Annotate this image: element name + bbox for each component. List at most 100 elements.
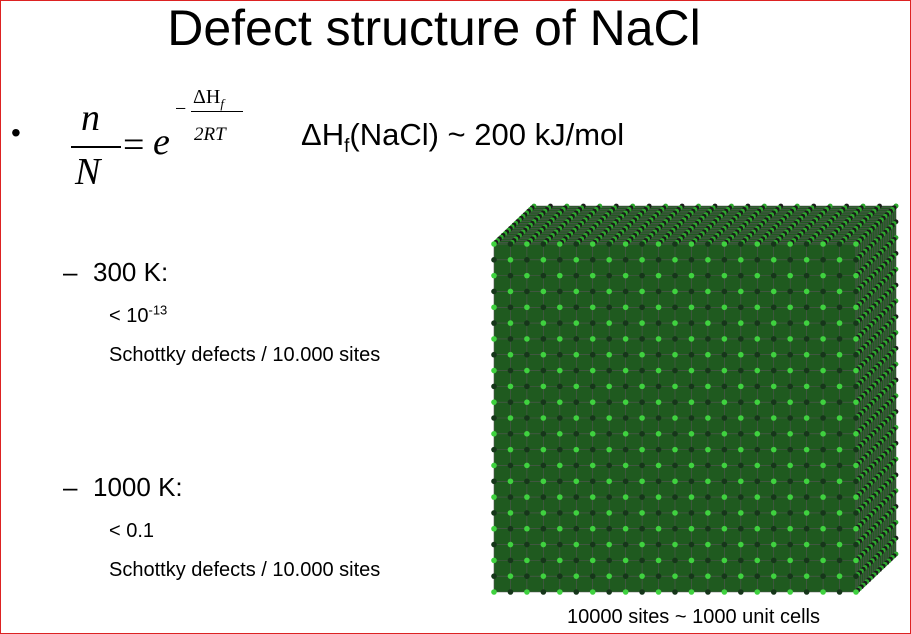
atom <box>622 431 629 437</box>
atom <box>820 272 826 279</box>
exponent-subscript: f <box>220 96 224 111</box>
atom <box>754 399 761 405</box>
atom <box>507 525 514 532</box>
atom <box>820 241 826 247</box>
atom <box>853 446 859 453</box>
atom <box>820 494 826 500</box>
atom <box>491 431 497 437</box>
atom <box>688 241 695 247</box>
atom <box>853 399 859 405</box>
atom <box>803 288 810 295</box>
atom <box>803 589 810 595</box>
atom <box>688 541 695 548</box>
atom <box>787 367 793 374</box>
item-line-text: Schottky defects / 10.000 sites <box>109 344 381 366</box>
atom <box>705 431 711 437</box>
figure-caption: 10000 sites ~ 1000 unit cells <box>567 606 820 628</box>
atom <box>721 304 728 311</box>
atom <box>820 320 826 326</box>
atom <box>705 320 711 326</box>
atom <box>787 525 793 532</box>
atom <box>491 525 497 532</box>
atom <box>557 494 563 500</box>
atom <box>721 383 728 390</box>
atom <box>655 462 662 469</box>
atom <box>853 589 859 595</box>
atom <box>573 510 580 516</box>
atom <box>524 320 530 326</box>
atom <box>589 383 596 390</box>
atom <box>491 557 497 564</box>
atom <box>721 446 728 453</box>
atom <box>738 541 744 548</box>
atom <box>853 241 859 247</box>
atom <box>573 383 580 390</box>
atom <box>853 415 859 421</box>
atom <box>688 525 695 532</box>
exponent-numerator: ΔHf <box>193 87 224 110</box>
atom <box>754 415 761 421</box>
atom <box>655 510 662 516</box>
atom <box>853 494 859 500</box>
atom <box>557 351 563 358</box>
atom <box>589 304 596 311</box>
atom <box>836 336 843 342</box>
atom <box>639 288 645 295</box>
atom <box>557 415 563 421</box>
atom <box>557 557 563 564</box>
formula-equals: = <box>123 124 145 166</box>
atom <box>738 589 744 595</box>
atom <box>639 399 645 405</box>
atom <box>705 241 711 247</box>
atom <box>721 272 728 279</box>
atom <box>655 383 662 390</box>
atom <box>491 241 497 247</box>
atom <box>589 589 596 595</box>
atom <box>606 431 612 437</box>
atom <box>705 573 711 579</box>
atom <box>622 589 629 595</box>
atom <box>705 589 711 595</box>
atom <box>787 589 793 595</box>
atom <box>540 304 547 311</box>
atom <box>803 541 810 548</box>
atom <box>787 288 793 295</box>
atom <box>754 431 761 437</box>
atom <box>606 367 612 374</box>
atom <box>573 478 580 485</box>
atom <box>606 573 612 579</box>
item-line: < 10-13 <box>109 303 167 326</box>
atom <box>705 257 711 263</box>
atom <box>688 304 695 311</box>
atom <box>573 589 580 595</box>
atom <box>524 557 530 564</box>
atom <box>573 320 580 326</box>
atom <box>491 257 497 263</box>
atom <box>589 494 596 500</box>
atom <box>721 336 728 342</box>
atom <box>721 494 728 500</box>
atom <box>573 304 580 311</box>
atom <box>688 431 695 437</box>
atom <box>787 541 793 548</box>
atom <box>721 510 728 516</box>
atom <box>639 431 645 437</box>
atom <box>688 351 695 358</box>
atom <box>787 272 793 279</box>
exponent-sign: − <box>175 98 187 120</box>
atom <box>836 272 843 279</box>
atom <box>589 351 596 358</box>
atom <box>540 415 547 421</box>
atom <box>770 257 777 263</box>
atom <box>672 241 678 247</box>
atom <box>557 446 563 453</box>
atom <box>770 272 777 279</box>
atom <box>754 462 761 469</box>
atom <box>705 415 711 421</box>
atom <box>705 304 711 311</box>
atom <box>754 367 761 374</box>
atom <box>606 399 612 405</box>
atom <box>688 446 695 453</box>
atom <box>639 304 645 311</box>
atom <box>688 573 695 579</box>
